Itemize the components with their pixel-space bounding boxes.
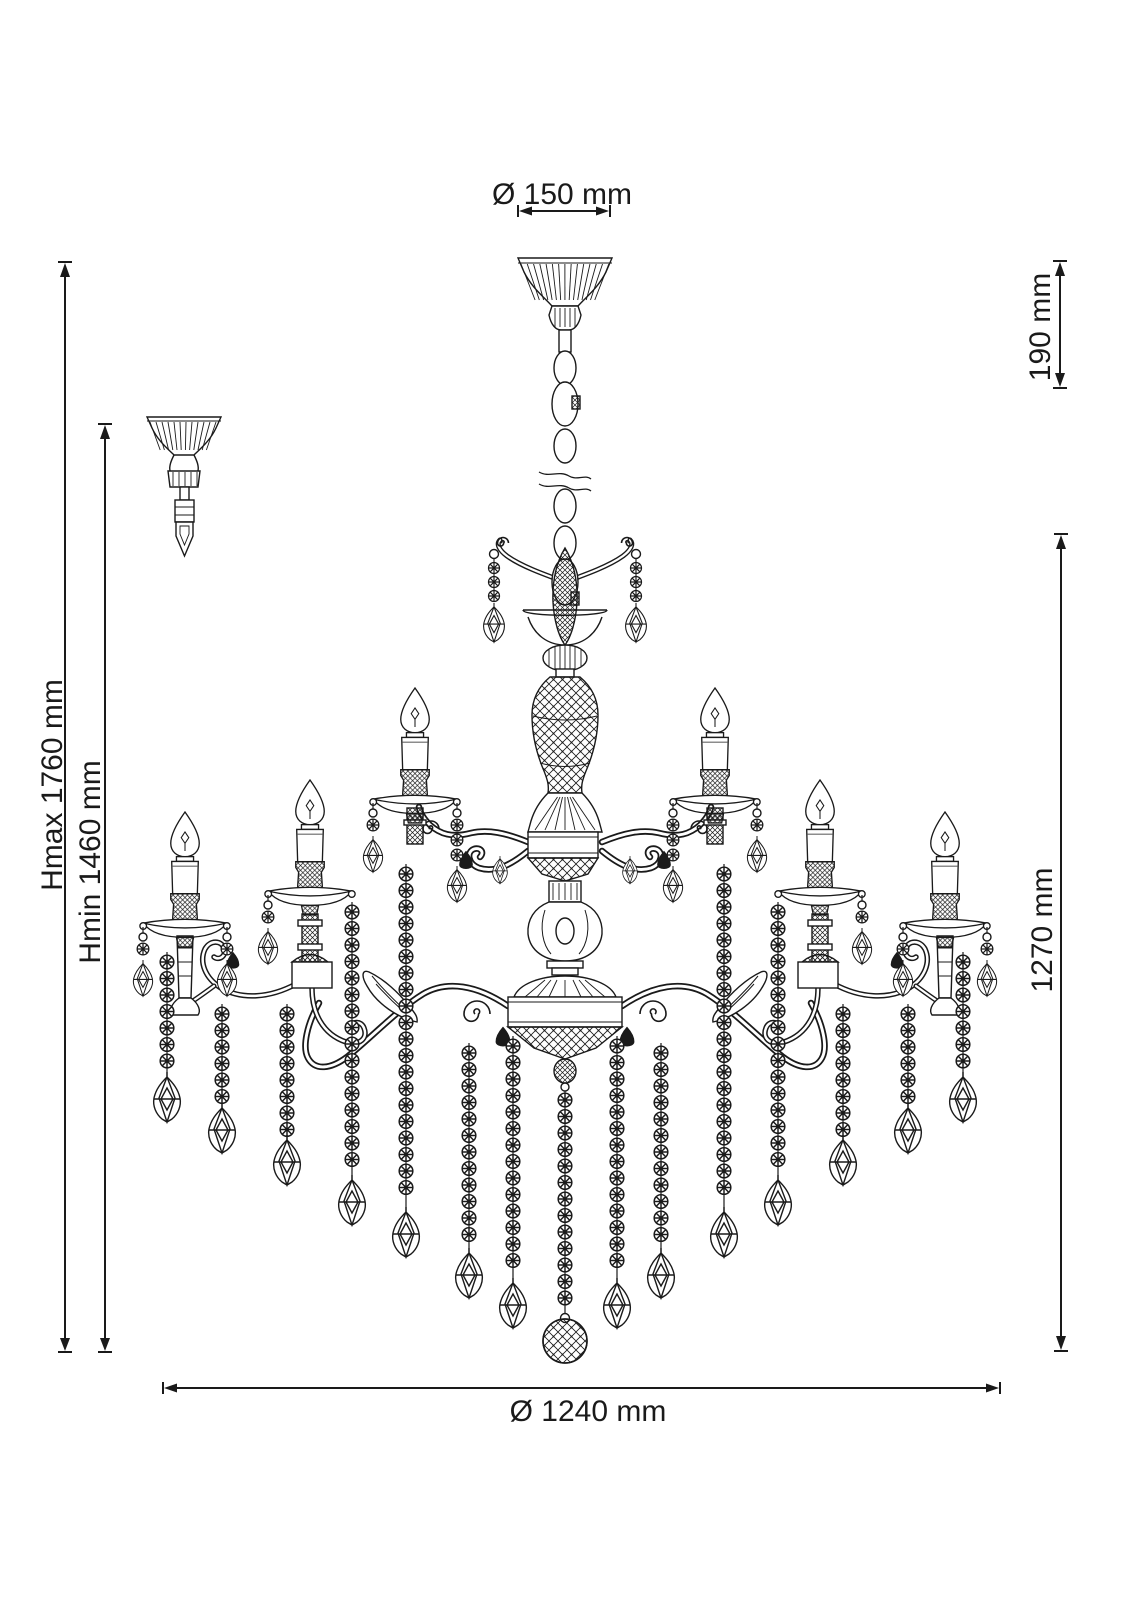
candle [264,778,356,916]
dim-label-canopy-diameter: Ø 150 mm [492,178,632,211]
bobeche-hanger [132,927,154,997]
ceiling-canopy [516,257,614,353]
bead-string [454,1043,484,1299]
bobeche-hanger [446,803,468,903]
canopy-mount-detail [145,416,223,558]
bead-string [207,1004,237,1154]
dim-line-height-max [58,261,72,1353]
dim-line-canopy-height [1053,260,1067,389]
inner-candle-column [290,913,333,989]
dimension-annotations: Hmax 1760 mm Hmin 1460 mm 190 mm 1270 mm [36,178,1068,1428]
candle [139,810,231,948]
chandelier-line-art [132,257,997,1364]
dim-label-fixture-height: 1270 mm [1026,867,1059,992]
chandelier-right-half-mirrored [565,538,997,1329]
center-bead-string [557,1091,573,1324]
center-baluster [526,676,603,976]
lower-body [506,975,624,1092]
bead-string [337,902,367,1226]
dim-label-height-max: Hmax 1760 mm [36,679,69,891]
dim-label-height-min: Hmin 1460 mm [74,760,107,963]
bead-string [272,1004,302,1186]
dim-line-fixture-diameter [162,1382,1001,1394]
dim-label-canopy-height: 190 mm [1024,273,1057,381]
faceted-crystal-ball [542,1318,588,1364]
bobeche-hanger [362,803,384,873]
bead-string [391,864,421,1258]
top-ornament-center [522,546,608,678]
dim-line-fixture-height [1054,533,1068,1352]
bead-string [498,1036,528,1329]
dim-line-height-min [98,423,112,1353]
bobeche-hanger [216,927,238,997]
candle [369,686,461,824]
bobeche-hanger [257,895,279,965]
dim-label-fixture-diameter: Ø 1240 mm [510,1395,667,1428]
chandelier-center-column [506,257,624,1364]
chandelier-left-half [132,536,568,1329]
outer-candle-column [170,935,200,1016]
bead-string [152,952,182,1123]
top-ornament-arm [483,536,568,643]
dim-line-canopy-diameter [517,205,611,217]
